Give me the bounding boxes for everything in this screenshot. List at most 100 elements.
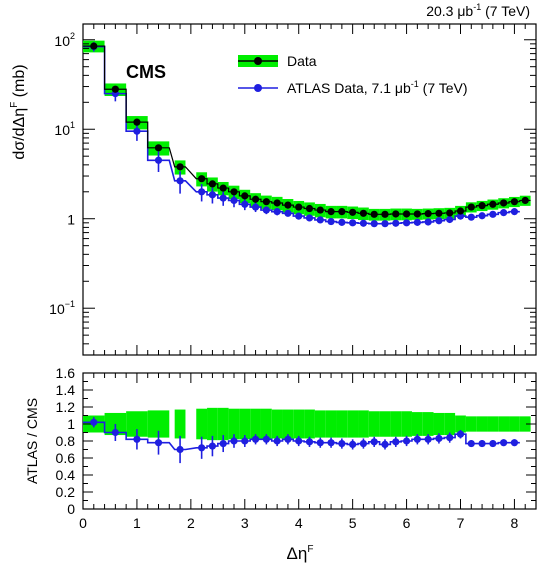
data-point: [392, 210, 400, 218]
ratio-band-bin: [347, 410, 359, 438]
bottom-y-tick-label: 1.4: [56, 382, 76, 398]
ratio-band: [83, 407, 531, 441]
ratio-band-bin: [336, 410, 348, 438]
ratio-band-bin: [401, 411, 412, 437]
bottom-y-tick-label: 1.2: [56, 399, 76, 415]
bottom-y-tick-label: 1: [67, 416, 75, 432]
atlas-point: [305, 214, 314, 222]
ratio-band-bin: [444, 412, 456, 436]
atlas-point: [510, 208, 519, 216]
data-point: [241, 192, 249, 200]
atlas-point: [219, 194, 227, 202]
ratio-band-bin: [519, 416, 531, 432]
atlas-point: [489, 210, 497, 218]
ratio-point: [262, 435, 270, 443]
data-point: [273, 199, 281, 207]
ratio-band-bin: [314, 410, 326, 438]
top-y-tick-label: 10−1: [49, 299, 75, 317]
data-point: [521, 196, 529, 205]
ratio-point: [208, 442, 217, 450]
top-data-series: [83, 42, 531, 218]
data-point: [338, 208, 346, 216]
atlas-point: [316, 216, 324, 224]
atlas-point: [392, 219, 400, 227]
ratio-band-bin: [358, 410, 369, 438]
data-point: [154, 144, 163, 152]
data-point: [359, 209, 368, 217]
ratio-band-bin: [239, 408, 251, 440]
x-axis-label: ΔηF: [287, 544, 314, 563]
bottom-y-tick-label: 1.6: [56, 365, 76, 381]
data-point: [381, 210, 389, 218]
ratio-band-bin: [147, 410, 170, 438]
atlas-point: [359, 219, 368, 227]
ratio-point: [413, 435, 421, 443]
bottom-axis-ticks: 0 1 2 3 4 5 6 7 800.20.40.60.811.21.41.6: [56, 365, 536, 531]
ratio-point: [327, 439, 335, 447]
atlas-point: [262, 206, 270, 214]
ratio-band-bin: [487, 416, 499, 432]
legend: Data ATLAS Data, 7.1 μb-1 (7 TeV): [238, 53, 468, 96]
ratio-band-bin: [422, 412, 434, 436]
ratio-point: [402, 437, 411, 445]
atlas-point: [381, 220, 389, 228]
bottom-x-tick-label: 1: [133, 515, 141, 531]
data-point: [295, 203, 303, 211]
data-point: [284, 201, 292, 209]
atlas-point: [446, 215, 454, 224]
ratio-point: [273, 437, 281, 445]
atlas-point: [327, 217, 335, 226]
ratio-point: [338, 439, 346, 448]
ratio-point: [90, 418, 98, 426]
atlas-point: [338, 218, 346, 226]
ratio-point: [392, 438, 400, 446]
data-point: [230, 188, 238, 196]
ratio-band-bin: [368, 411, 380, 437]
ratio-band-bin: [293, 409, 305, 439]
ratio-point: [230, 437, 238, 445]
ratio-band-bin: [498, 416, 510, 432]
ratio-point: [500, 439, 508, 447]
data-point: [489, 200, 497, 208]
cms-label: CMS: [126, 62, 166, 82]
ratio-band-bin: [217, 407, 229, 441]
legend-atlas-marker: [254, 84, 262, 92]
data-point: [467, 203, 475, 211]
bottom-y-tick-label: 0: [67, 501, 75, 517]
atlas-point: [154, 156, 163, 164]
data-point: [435, 209, 443, 217]
data-point: [198, 175, 206, 183]
atlas-point: [176, 177, 184, 185]
ratio-band-bin: [271, 409, 283, 439]
bottom-x-tick-label: 3: [241, 515, 249, 531]
ratio-point: [284, 435, 292, 443]
atlas-point: [251, 203, 260, 211]
bottom-y-tick-label: 0.6: [56, 450, 76, 466]
ratio-point: [478, 439, 486, 448]
data-point: [305, 204, 314, 213]
atlas-point: [370, 220, 378, 228]
data-point: [349, 208, 357, 216]
top-panel: 102 101 1 10−1 CMS Data ATLAS Data, 7.1 μb-…: [9, 23, 537, 356]
data-point: [90, 42, 98, 50]
ratio-point: [381, 440, 389, 448]
top-atlas-series: [83, 42, 520, 228]
ratio-band-bin: [126, 411, 148, 437]
atlas-point: [478, 212, 486, 220]
data-point: [478, 202, 486, 210]
ratio-band-bin: [325, 410, 337, 438]
top-y-tick-label: 101: [54, 120, 75, 138]
atlas-point: [198, 188, 206, 196]
atlas-point: [413, 218, 421, 226]
bottom-y-tick-label: 0.4: [56, 467, 76, 483]
data-point: [111, 85, 119, 93]
ratio-point: [456, 430, 465, 438]
top-y-tick-label: 1: [67, 212, 75, 228]
bottom-x-tick-label: 6: [403, 515, 411, 531]
data-point: [219, 184, 227, 192]
data-point: [327, 208, 335, 216]
atlas-point: [295, 212, 303, 220]
atlas-point: [241, 200, 249, 208]
ratio-band-bin: [509, 416, 520, 432]
ratio-point: [424, 435, 432, 443]
